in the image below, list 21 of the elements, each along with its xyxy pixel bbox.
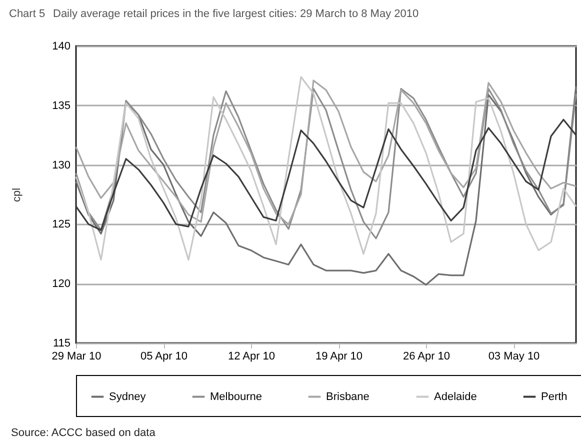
y-tick-label: 125 [52, 218, 70, 231]
chart-subtitle: Daily average retail prices in the five largest cities: 29 March to 8 May 2010 [53, 8, 419, 20]
x-tick-label: 19 Apr 10 [315, 350, 363, 362]
legend-label: Perth [541, 390, 568, 403]
y-axis-title: cpl [11, 188, 24, 202]
legend-label: Melbourne [210, 390, 262, 403]
x-tick-label: 26 Apr 10 [402, 350, 450, 362]
x-tick-label: 12 Apr 10 [228, 350, 276, 362]
y-tick-label: 120 [52, 278, 70, 290]
y-tick-label: 135 [52, 100, 70, 112]
y-tick-label: 140 [52, 40, 70, 52]
legend-label: Sydney [109, 390, 146, 403]
legend-label: Adelaide [434, 390, 477, 403]
x-tick-label: 03 May 10 [488, 350, 540, 362]
x-tick-label: 05 Apr 10 [140, 350, 188, 362]
legend-label: Brisbane [326, 390, 370, 403]
y-tick-label: 115 [52, 338, 70, 350]
x-tick-label: 29 Mar 10 [52, 350, 102, 362]
source-note: Source: ACCC based on data [11, 427, 156, 439]
chart-title: Chart 5 [9, 8, 46, 20]
y-tick-label: 130 [52, 159, 70, 172]
